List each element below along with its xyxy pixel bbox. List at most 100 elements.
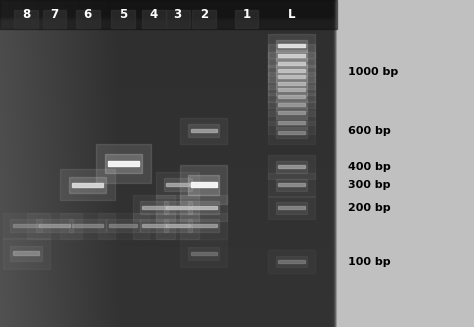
Text: 200 bp: 200 bp (348, 203, 391, 213)
Bar (279, 95, 305, 98)
Bar (268, 196, 315, 219)
Text: 5: 5 (119, 8, 128, 21)
Bar (276, 91, 307, 102)
Bar (268, 111, 315, 134)
Bar (69, 219, 106, 232)
Bar (188, 219, 219, 232)
Bar (279, 82, 305, 85)
Text: 1000 bp: 1000 bp (348, 67, 399, 77)
Bar (191, 224, 217, 227)
Bar (111, 10, 135, 28)
Bar (60, 213, 115, 239)
Bar (268, 52, 315, 76)
Bar (0, 0, 337, 29)
Text: 6: 6 (83, 8, 92, 21)
Bar (140, 219, 168, 232)
Bar (188, 201, 219, 214)
Bar (10, 219, 42, 232)
Bar (69, 177, 106, 193)
Text: 600 bp: 600 bp (348, 126, 391, 136)
Text: L: L (288, 8, 295, 21)
Bar (39, 224, 70, 227)
Bar (276, 107, 307, 119)
Bar (156, 172, 199, 198)
Bar (76, 10, 100, 28)
Bar (10, 246, 42, 261)
Bar (337, 0, 474, 327)
Bar (98, 213, 149, 239)
Bar (279, 183, 305, 186)
Bar (279, 88, 305, 91)
Bar (192, 10, 216, 28)
Bar (191, 129, 217, 132)
Bar (180, 240, 228, 267)
Bar (268, 121, 315, 144)
Bar (13, 224, 39, 227)
Text: 400 bp: 400 bp (348, 162, 391, 172)
Bar (164, 178, 192, 191)
Bar (105, 154, 142, 173)
Text: 3: 3 (173, 8, 182, 21)
Bar (279, 103, 305, 106)
Bar (188, 124, 219, 137)
Bar (72, 224, 103, 227)
Bar (276, 202, 307, 214)
Bar (279, 206, 305, 209)
Bar (133, 213, 175, 239)
Text: 1: 1 (242, 8, 251, 21)
Bar (13, 251, 39, 255)
Bar (106, 219, 140, 232)
Bar (142, 224, 166, 227)
Bar (276, 71, 307, 83)
Bar (108, 161, 138, 166)
Bar (268, 65, 315, 89)
Bar (279, 75, 305, 78)
Bar (279, 54, 305, 57)
Bar (188, 175, 219, 195)
Bar (180, 195, 228, 221)
Bar (268, 173, 315, 197)
Bar (279, 131, 305, 134)
Bar (2, 213, 49, 239)
Bar (180, 213, 228, 239)
Text: 100 bp: 100 bp (348, 257, 391, 267)
Bar (268, 101, 315, 125)
Bar (43, 10, 66, 28)
Bar (109, 224, 137, 227)
Bar (142, 10, 166, 28)
Bar (276, 64, 307, 76)
Bar (276, 117, 307, 129)
Bar (276, 161, 307, 173)
Bar (2, 238, 49, 269)
Bar (180, 118, 228, 144)
Bar (279, 69, 305, 72)
Bar (164, 219, 192, 232)
Bar (166, 224, 190, 227)
Bar (276, 77, 307, 89)
Bar (164, 201, 192, 214)
Bar (188, 247, 219, 260)
Bar (279, 111, 305, 114)
Bar (191, 182, 217, 187)
Bar (180, 165, 228, 204)
Bar (133, 195, 175, 221)
Bar (72, 183, 103, 187)
Bar (268, 93, 315, 116)
Text: 8: 8 (22, 8, 30, 21)
Bar (166, 206, 190, 209)
Bar (276, 256, 307, 267)
Bar (140, 201, 168, 214)
Bar (156, 195, 199, 221)
Bar (276, 58, 307, 70)
Bar (268, 78, 315, 102)
Bar (166, 183, 190, 186)
Bar (191, 206, 217, 209)
Bar (279, 44, 305, 47)
Bar (279, 165, 305, 168)
Text: 2: 2 (200, 8, 208, 21)
Bar (279, 62, 305, 65)
Bar (276, 50, 307, 61)
Bar (268, 155, 315, 179)
Bar (235, 10, 258, 28)
Bar (276, 179, 307, 191)
